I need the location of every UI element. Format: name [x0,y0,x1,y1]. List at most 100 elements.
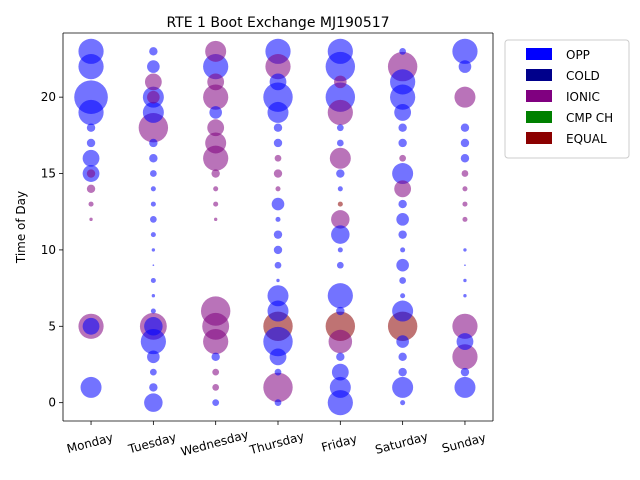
bubble-friday-3-opp [336,352,345,362]
bubble-sunday-16-opp [460,154,470,163]
legend-swatch-opp [526,48,552,60]
bubble-saturday-18-opp [398,123,407,132]
bubble-monday-1-opp [80,376,102,398]
bubble-sunday-23-opp [452,38,478,64]
bubble-wednesday-3-opp [211,352,220,362]
bubble-thursday-4-opp [263,326,293,357]
bubble-thursday-3-opp [269,348,287,366]
bubble-saturday-13-opp [398,199,407,209]
bubble-sunday-17-opp [460,138,470,148]
bubble-sunday-9-opp [464,264,466,267]
bubble-friday-0-opp [327,390,353,416]
legend-label-cold: COLD [566,69,600,83]
bubble-tuesday-21-ionic [144,73,162,91]
bubble-monday-15-ionic [86,169,96,178]
bubble-monday-19-opp [78,99,104,126]
bubble-friday-2-opp [331,363,349,381]
bubble-tuesday-15-opp [150,170,157,177]
bubble-sunday-12-ionic [462,216,468,222]
bubble-saturday-17-opp [398,138,407,148]
bubble-sunday-15-ionic [461,170,469,177]
bubble-thursday-20-opp [263,82,293,112]
bubble-friday-17-opp [336,139,344,147]
bubble-tuesday-13-opp [150,201,156,207]
bubble-saturday-2-opp [398,367,407,377]
bubble-friday-23-opp [327,38,353,64]
bubble-friday-13-equal [337,201,343,207]
legend-swatch-equal [526,132,552,144]
bubble-sunday-22-opp [458,60,472,73]
bubble-monday-12-ionic [89,217,93,222]
bubble-thursday-12-opp [275,216,281,222]
bubble-tuesday-23-opp [149,47,158,56]
bubble-tuesday-5-opp [144,317,163,336]
bubble-tuesday-1-opp [149,383,158,392]
bubble-wednesday-17-ionic [205,132,227,154]
bubble-friday-15-opp [336,169,345,178]
bubble-tuesday-8-opp [150,277,156,283]
legend-swatch-ionic [526,90,552,102]
bubble-wednesday-20-ionic [203,84,229,110]
bubble-sunday-4-opp [456,333,474,350]
bubble-wednesday-14-ionic [213,186,219,192]
bubble-saturday-3-opp [398,352,407,362]
y-tick-label-10: 10 [41,243,56,257]
bubble-wednesday-23-ionic [205,40,227,62]
y-tick-label-20: 20 [41,90,56,104]
bubble-friday-7-opp [327,283,353,309]
bubble-saturday-7-opp [400,293,406,299]
bubble-saturday-9-opp [396,258,409,272]
bubble-saturday-14-ionic [394,180,412,198]
bubble-wednesday-19-opp [209,106,222,119]
bubble-monday-13-ionic [88,201,94,207]
bubble-wednesday-0-opp [212,399,220,407]
bubble-wednesday-18-ionic [207,119,225,137]
bubble-sunday-14-ionic [462,186,468,192]
bubble-thursday-17-opp [273,138,283,148]
bubble-thursday-13-opp [271,197,285,211]
y-axis-label: Time of Day [14,191,28,264]
bubble-thursday-10-opp [273,245,283,255]
legend-items: OPP COLD IONIC CMP CH EQUAL [526,48,613,146]
bubble-tuesday-18-ionic [138,113,169,143]
bubble-sunday-2-opp [460,367,470,377]
legend-swatch-cmp-ch [526,111,552,123]
bubble-tuesday-22-opp [147,60,160,73]
bubble-sunday-7-opp [463,294,467,298]
bubble-saturday-10-opp [400,247,406,253]
bubble-tuesday-0-opp [144,393,163,412]
bubble-tuesday-16-opp [149,154,158,163]
bubble-wednesday-21-ionic [207,73,225,91]
bubble-saturday-1-opp [392,376,414,398]
bubble-tuesday-9-opp [152,264,155,267]
bubble-wednesday-15-ionic [211,169,220,178]
bubble-friday-10-opp [337,247,343,253]
bubble-wednesday-12-ionic [214,217,218,222]
y-tick-label-15: 15 [41,167,56,181]
legend-label-equal: EQUAL [566,132,607,146]
bubble-friday-18-opp [336,124,344,132]
y-tick-label-5: 5 [48,319,56,333]
bubble-thursday-16-ionic [274,154,282,162]
bubble-friday-12-ionic [331,210,350,229]
bubble-thursday-1-ionic [263,372,293,403]
legend-label-cmp-ch: CMP CH [566,111,613,125]
bubble-friday-11-opp [331,225,350,244]
data-points [74,38,478,416]
bubble-tuesday-19-opp [142,101,164,123]
bubble-friday-1-opp [329,376,351,398]
bubble-sunday-8-opp [463,278,467,283]
bubble-saturday-4-opp [396,335,409,348]
bubble-friday-14-opp [337,186,343,192]
bubble-tuesday-10-opp [151,248,156,252]
bubble-friday-21-ionic [334,75,347,89]
bubble-wednesday-2-ionic [212,368,220,376]
y-tick-label-0: 0 [48,396,56,410]
bubble-thursday-8-opp [276,278,280,283]
bubble-saturday-5-equal [387,311,418,341]
bubble-tuesday-20-ionic [147,90,160,104]
bubble-tuesday-12-opp [150,216,157,223]
bubble-tuesday-7-opp [151,294,156,298]
bubble-friday-16-ionic [329,147,351,169]
